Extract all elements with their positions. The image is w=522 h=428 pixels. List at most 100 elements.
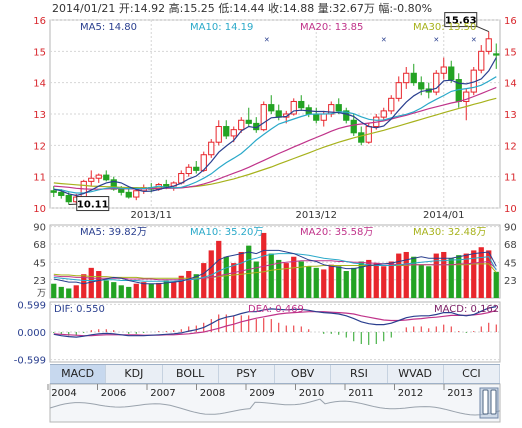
volume-bar: [223, 256, 229, 298]
tab-macd[interactable]: MACD: [50, 365, 107, 383]
volume-ma30-line: [53, 263, 497, 279]
volume-bar: [253, 261, 259, 298]
event-marker-icon: ✕: [264, 36, 270, 44]
tab-wvad[interactable]: WVAD: [388, 365, 444, 383]
candle-body: [395, 82, 402, 99]
volume-bar: [463, 253, 469, 298]
quote-change: 幅:-0.80%: [378, 2, 433, 15]
volume-bar: [261, 232, 267, 298]
price-tick-right: 13: [504, 110, 517, 121]
candle-body: [50, 190, 57, 193]
candle-body: [305, 107, 312, 115]
quote-low: 低:14.44: [218, 2, 265, 15]
candle-body: [95, 174, 102, 179]
navigator-selection-window: [479, 387, 499, 419]
volume-bar: [276, 259, 282, 298]
navigator-year-label: 2008: [200, 388, 225, 399]
volume-bar: [81, 274, 87, 298]
tab-rsi[interactable]: RSI: [331, 365, 388, 383]
candle-body: [140, 187, 147, 192]
price-tick-left: 11: [33, 173, 46, 184]
quote-header: 2014/01/21 开:14.92 高:15.25 低:14.44 收:14.…: [0, 0, 522, 18]
volume-tick-left: 45: [33, 258, 46, 269]
volume-bar: [148, 283, 154, 298]
candle-body: [245, 119, 252, 124]
tab-obv[interactable]: OBV: [275, 365, 332, 383]
tab-psy[interactable]: PSY: [219, 365, 275, 383]
main-ma10-legend: MA10: 14.19: [190, 22, 254, 33]
candle-body: [230, 129, 237, 137]
volume-bar: [418, 264, 424, 298]
volume-bar: [246, 245, 252, 298]
low-callout-box: [76, 196, 110, 212]
candle-body: [335, 104, 342, 112]
volume-bar: [178, 275, 184, 298]
candle-body: [290, 100, 297, 115]
price-tick-left: 15: [33, 47, 46, 58]
volume-bar: [118, 285, 124, 298]
price-x-label: 2013/12: [295, 210, 337, 221]
candle-body: [178, 173, 185, 184]
candle-body: [185, 166, 192, 175]
volume-bar: [58, 286, 64, 298]
candle-body: [200, 154, 207, 171]
candle-body: [155, 184, 162, 190]
volume-ma10-line: [53, 253, 497, 282]
volume-bar: [171, 282, 177, 298]
candle-body: [365, 126, 372, 143]
volume-tick-right: 23: [504, 276, 517, 287]
volume-bar: [486, 250, 492, 298]
volume-bar: [156, 282, 162, 298]
event-marker-icon: ✕: [471, 36, 477, 44]
candle-body: [380, 110, 387, 118]
volume-tick-left: 23: [33, 276, 46, 287]
vol-ma5-legend: MA5: 39.82万: [80, 227, 148, 238]
candle-body: [215, 126, 222, 143]
volume-ma20-line: [53, 260, 497, 281]
volume-bar: [388, 261, 394, 298]
volume-bar: [96, 271, 102, 298]
price-tick-right: 10: [504, 204, 517, 215]
volume-tick-left: 90: [33, 223, 46, 234]
candle-body: [268, 104, 275, 112]
navigator-year-label: 2004: [51, 388, 76, 399]
volume-bar: [493, 271, 499, 298]
volume-bar: [373, 263, 379, 298]
volume-unit-label: 万: [37, 289, 46, 299]
candle-body: [238, 119, 245, 131]
candle-body: [58, 191, 65, 196]
volume-bar: [268, 253, 274, 298]
vol-ma30-legend: MA30: 32.48万: [413, 227, 487, 238]
volume-bar: [448, 258, 454, 298]
candle-body: [103, 174, 110, 181]
main-ma5-legend: MA5: 14.80: [80, 22, 138, 33]
navigator-year-label: 2007: [150, 388, 175, 399]
quote-close: 收:14.88: [268, 2, 315, 15]
volume-bar: [328, 264, 334, 298]
candle-body: [223, 126, 230, 137]
price-ma10-line: [53, 76, 497, 194]
volume-bar: [126, 286, 132, 298]
candle-body: [493, 53, 500, 56]
candle-body: [133, 190, 140, 198]
volume-bar: [163, 280, 169, 298]
candle-body: [463, 91, 470, 102]
volume-bar: [343, 271, 349, 298]
volume-bar: [66, 288, 72, 298]
tab-boll[interactable]: BOLL: [163, 365, 219, 383]
candle-body: [193, 166, 200, 171]
tab-cci[interactable]: CCI: [444, 365, 500, 383]
volume-tick-right: 68: [504, 240, 517, 251]
candle-body: [253, 122, 260, 131]
volume-bar: [321, 269, 327, 298]
price-tick-right: 12: [504, 141, 517, 152]
volume-bar: [403, 251, 409, 298]
volume-bar: [231, 263, 237, 298]
tab-kdj[interactable]: KDJ: [106, 365, 163, 383]
price-ma30-line: [53, 97, 497, 189]
navigator-year-label: 2009: [249, 388, 274, 399]
vol-ma20-legend: MA20: 35.58万: [300, 227, 374, 238]
candle-body: [440, 66, 447, 74]
price-tick-left: 10: [33, 204, 46, 215]
macd-tick-left: -0.599: [14, 356, 46, 367]
